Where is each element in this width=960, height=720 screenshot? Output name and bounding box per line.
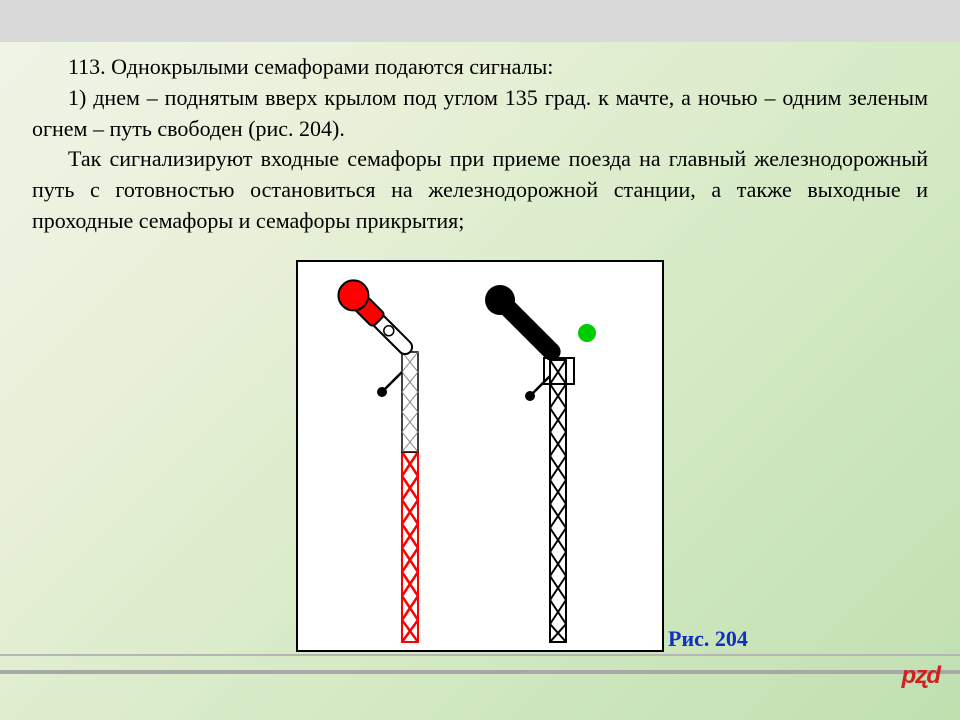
semaphore-diagram (298, 262, 662, 650)
divider-line-2 (0, 670, 960, 674)
top-bar (0, 0, 960, 42)
divider-line-1 (0, 654, 960, 656)
body-text: 113. Однокрылыми семафорами подаются сиг… (32, 52, 928, 237)
semaphore-day (332, 274, 420, 642)
slide-page: 113. Однокрылыми семафорами подаются сиг… (0, 0, 960, 720)
paragraph-2: 1) днем – поднятым вверх крылом под угло… (32, 83, 928, 145)
paragraph-1: 113. Однокрылыми семафорами подаются сиг… (32, 52, 928, 83)
semaphore-night (479, 279, 596, 642)
figure-box (296, 260, 664, 652)
rzd-logo: pʐd (902, 662, 940, 690)
paragraph-3: Так сигнализируют входные семафоры при п… (32, 144, 928, 236)
figure-label: Рис. 204 (668, 626, 748, 652)
